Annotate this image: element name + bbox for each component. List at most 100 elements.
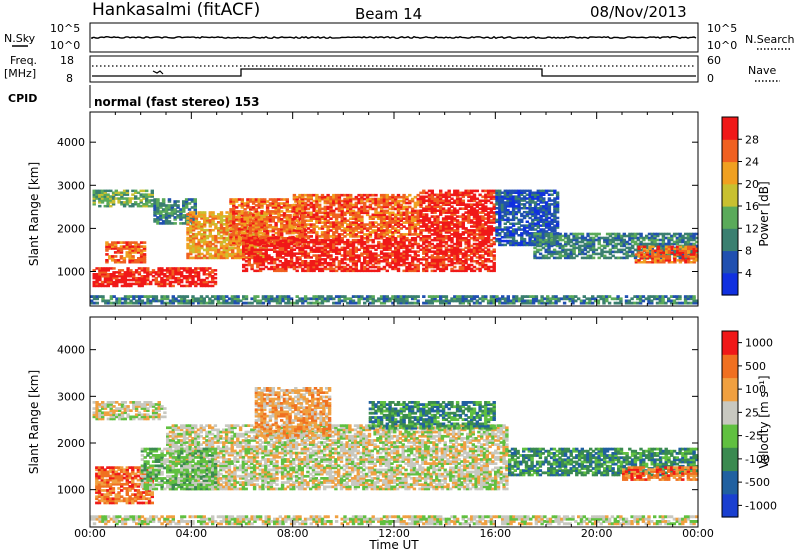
data-cell	[544, 214, 549, 218]
data-cell	[298, 238, 302, 242]
data-cell	[277, 220, 281, 223]
data-cell	[439, 244, 443, 248]
data-cell	[146, 276, 150, 280]
data-cell	[170, 204, 175, 207]
data-cell	[506, 216, 510, 220]
data-cell	[332, 201, 336, 205]
data-cell	[139, 257, 144, 260]
data-cell	[329, 250, 333, 253]
data-cell	[153, 210, 157, 213]
data-cell	[219, 215, 224, 218]
data-cell	[492, 215, 496, 218]
data-cell	[552, 256, 557, 260]
data-cell	[416, 260, 420, 263]
data-cell	[385, 260, 389, 263]
data-cell	[337, 221, 342, 224]
data-cell	[288, 220, 292, 223]
data-cell	[200, 228, 204, 232]
data-cell	[525, 234, 529, 237]
data-cell	[273, 246, 277, 250]
data-cell	[405, 254, 409, 257]
data-cell	[231, 256, 235, 260]
data-cell	[514, 230, 518, 233]
data-cell	[475, 189, 479, 193]
data-cell	[365, 223, 370, 226]
data-cell	[109, 278, 113, 282]
data-cell	[503, 226, 507, 229]
data-cell	[182, 222, 186, 225]
data-cell	[295, 256, 299, 259]
data-cell	[343, 203, 347, 207]
data-cell	[425, 215, 429, 218]
data-cell	[611, 240, 615, 244]
data-cell	[475, 217, 479, 220]
data-cell	[247, 260, 251, 263]
data-cell	[472, 269, 477, 273]
data-cell	[315, 215, 319, 219]
data-cell	[111, 255, 115, 258]
data-cell	[346, 240, 350, 244]
data-cell	[161, 202, 166, 205]
data-cell	[231, 248, 235, 252]
data-cell	[106, 193, 110, 196]
data-cell	[320, 197, 325, 201]
data-cell	[552, 240, 557, 244]
data-cell	[357, 238, 361, 242]
data-cell	[470, 191, 474, 195]
data-cell	[132, 276, 136, 280]
data-cell	[128, 257, 132, 260]
data-cell	[544, 212, 549, 216]
data-cell	[539, 199, 543, 202]
data-cell	[194, 267, 198, 270]
data-cell	[525, 220, 529, 223]
data-cell	[129, 273, 133, 276]
data-cell	[650, 232, 654, 236]
data-cell	[547, 236, 551, 240]
data-cell	[489, 215, 494, 218]
data-cell	[273, 260, 277, 263]
data-cell	[332, 233, 336, 236]
data-cell	[509, 205, 513, 208]
data-cell	[453, 217, 457, 220]
data-cell	[470, 267, 474, 271]
data-cell	[332, 227, 336, 230]
data-cell	[542, 208, 546, 212]
data-cell	[520, 218, 524, 222]
data-cell	[467, 240, 471, 244]
data-cell	[103, 204, 107, 208]
data-cell	[639, 240, 643, 244]
data-cell	[408, 217, 412, 220]
data-cell	[492, 221, 496, 224]
data-cell	[396, 244, 401, 248]
data-cell	[467, 244, 471, 248]
data-cell	[301, 263, 305, 267]
data-cell	[205, 219, 210, 222]
data-cell	[547, 189, 552, 193]
data-cell	[489, 189, 494, 193]
data-cell	[591, 244, 596, 248]
data-cell	[180, 278, 184, 282]
data-cell	[323, 211, 327, 215]
data-cell	[436, 237, 440, 240]
data-cell	[260, 221, 264, 225]
data-cell	[402, 269, 406, 273]
data-cell	[240, 233, 244, 237]
data-cell	[173, 218, 177, 221]
data-cell	[343, 193, 347, 197]
data-cell	[408, 240, 412, 244]
data-cell	[189, 244, 193, 248]
data-cell	[461, 213, 465, 216]
data-cell	[191, 227, 196, 230]
data-cell	[346, 203, 350, 207]
data-cell	[351, 250, 356, 253]
data-cell	[522, 191, 527, 194]
data-cell	[274, 198, 278, 201]
data-cell	[203, 240, 207, 244]
data-cell	[332, 193, 336, 197]
data-cell	[408, 221, 412, 224]
data-cell	[539, 220, 543, 223]
nsearch-right-label: N.Search	[745, 33, 795, 46]
data-cell	[277, 210, 281, 213]
data-cell	[219, 234, 224, 238]
data-cell	[264, 252, 268, 255]
